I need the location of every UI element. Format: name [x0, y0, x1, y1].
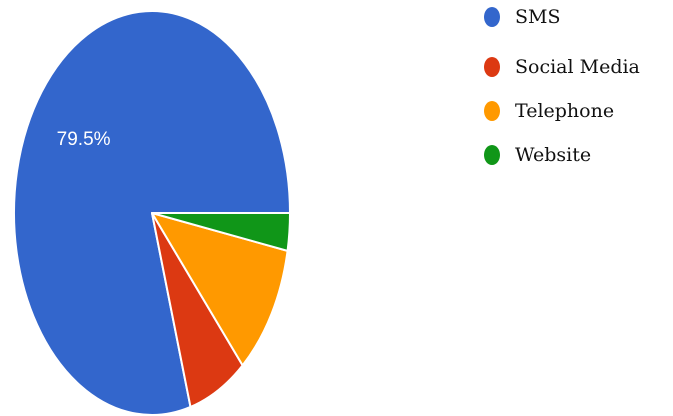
- legend-marker-sms: [484, 7, 500, 27]
- legend-item-telephone: Telephone: [484, 100, 614, 122]
- legend-item-sms: SMS: [484, 6, 561, 28]
- legend-marker-social-media: [484, 57, 500, 77]
- pie-data-labels: 79.5%: [57, 129, 111, 150]
- legend-item-website: Website: [484, 144, 591, 166]
- legend-item-social-media: Social Media: [484, 56, 640, 78]
- legend-marker-website: [484, 145, 500, 165]
- legend-label-social-media: Social Media: [515, 56, 640, 78]
- pie-slice-telephone: [151, 212, 289, 367]
- legend-label-website: Website: [515, 144, 592, 166]
- legend-marker-telephone: [484, 101, 500, 121]
- pie-slices: [13, 10, 292, 416]
- legend-label-sms: SMS: [515, 6, 561, 28]
- pie-slice-website: [151, 212, 292, 252]
- legend-label-telephone: Telephone: [515, 100, 615, 122]
- pie-data-label-sms: 79.5%: [57, 129, 111, 150]
